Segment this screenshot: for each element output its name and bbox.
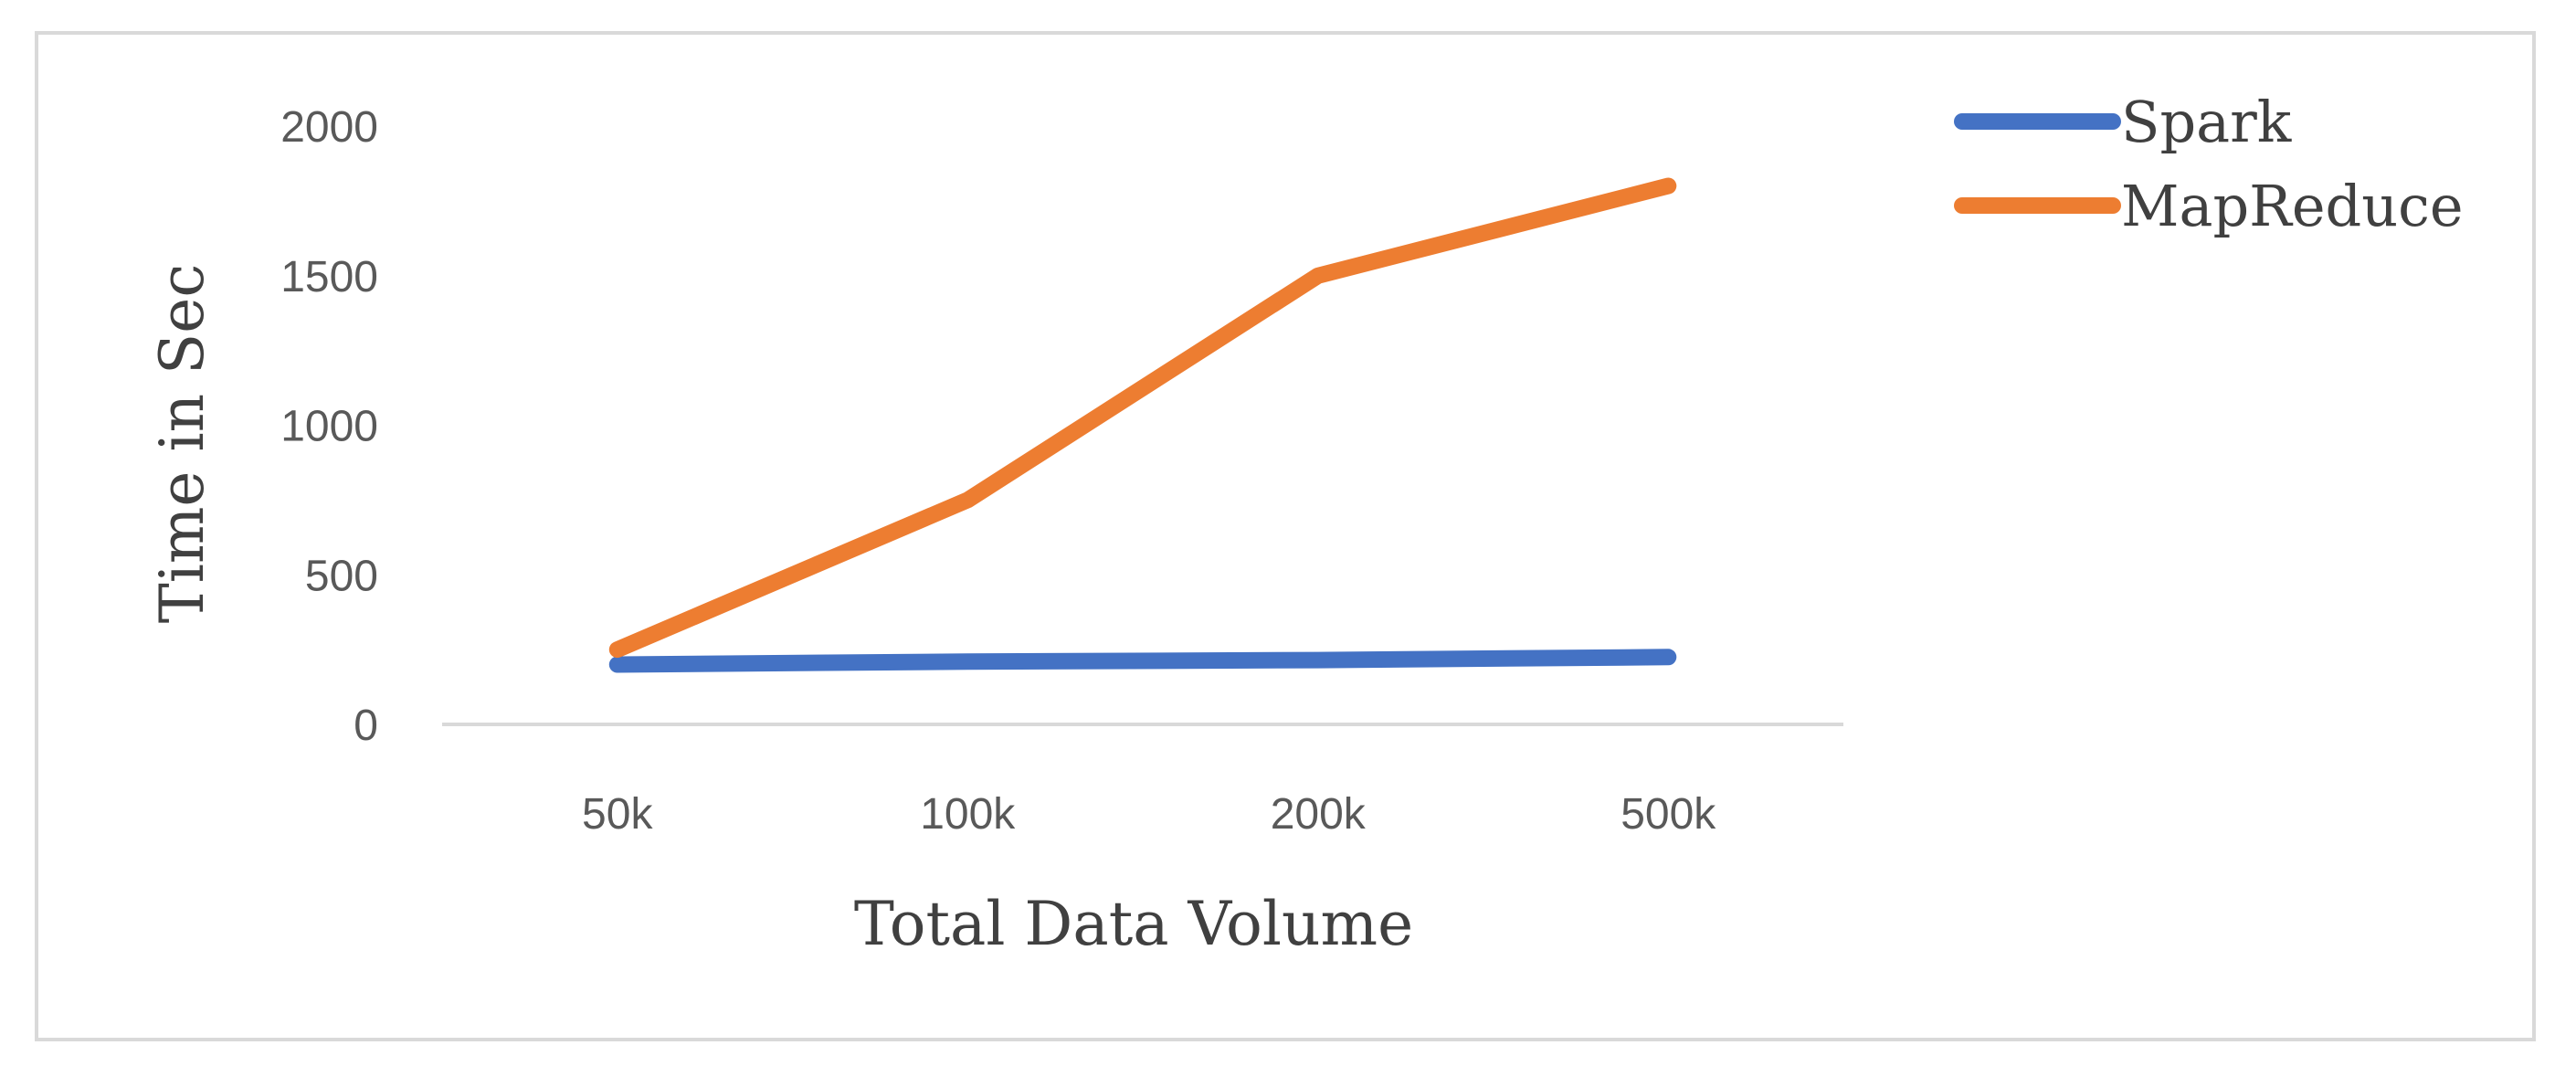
series-line-spark <box>608 649 1677 673</box>
x-axis-title: Total Data Volume <box>854 889 1413 959</box>
legend: Spark MapReduce <box>1954 89 2464 239</box>
x-tick-label: 100k <box>920 790 1016 839</box>
y-tick-label: 500 <box>305 552 378 600</box>
chart-frame <box>35 31 2536 1041</box>
x-tick-label: 500k <box>1621 790 1716 839</box>
y-axis-ticks: 0 500 1000 1500 2000 <box>280 103 378 750</box>
y-axis-title: Time in Sec <box>147 264 217 624</box>
y-tick-label: 1000 <box>280 403 378 451</box>
x-tick-label: 50k <box>582 790 653 839</box>
x-axis-ticks: 50k 100k 200k 500k <box>582 790 1716 839</box>
series-line-mapreduce <box>608 177 1677 659</box>
x-tick-label: 200k <box>1271 790 1367 839</box>
y-tick-label: 1500 <box>280 253 378 301</box>
y-tick-label: 0 <box>354 702 378 750</box>
legend-label-spark: Spark <box>2121 89 2292 155</box>
legend-label-mapreduce: MapReduce <box>2121 173 2464 239</box>
y-tick-label: 2000 <box>280 103 378 152</box>
series-lines <box>608 177 1677 673</box>
